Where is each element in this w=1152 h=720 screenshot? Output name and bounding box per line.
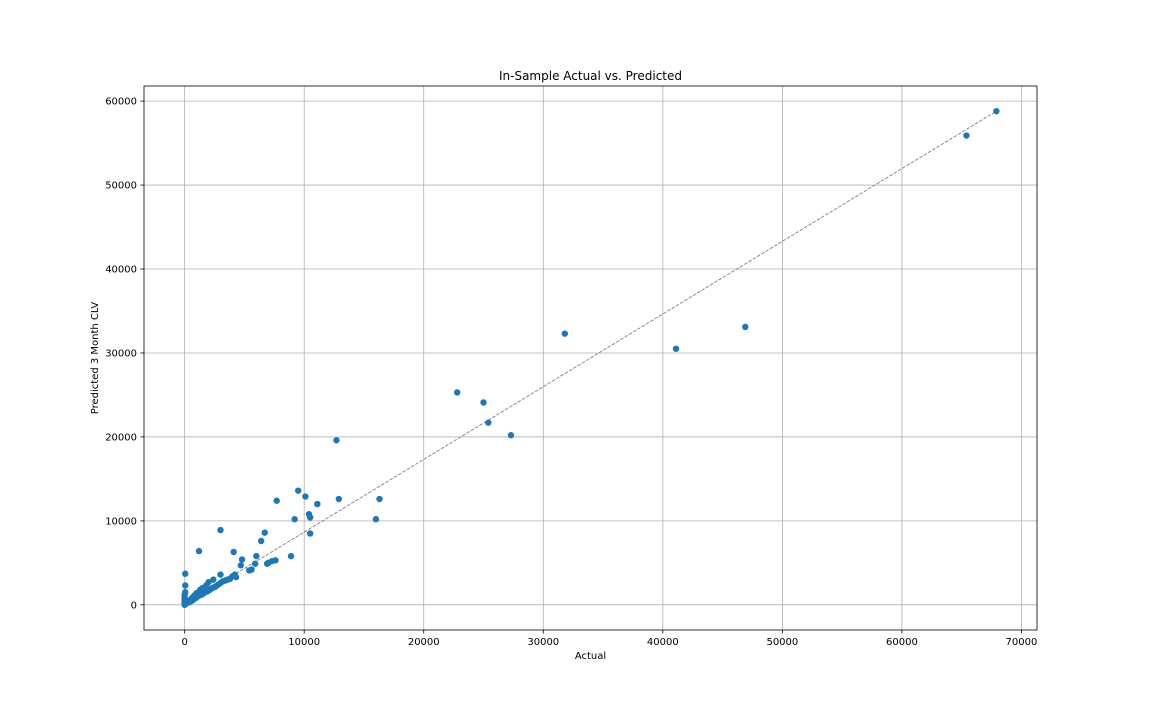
y-axis-ticks: 0 10000 20000 30000 40000 50000 60000: [105, 97, 144, 611]
data-point: [287, 552, 295, 560]
plot-frame: [143, 85, 1038, 631]
data-point: [182, 582, 189, 589]
data-point: [480, 399, 487, 406]
data-point: [251, 560, 259, 567]
data-point: [454, 389, 461, 396]
y-tick-label: 60000: [105, 97, 137, 108]
data-point: [672, 345, 680, 352]
y-tick-label: 50000: [105, 181, 137, 192]
x-tick-label: 50000: [766, 637, 798, 648]
chart-title: In-Sample Actual vs. Predicted: [499, 69, 682, 83]
data-point: [376, 495, 383, 503]
y-axis-label: Predicted 3 Month CLV: [90, 302, 101, 415]
data-point: [295, 487, 302, 494]
data-point: [181, 601, 188, 609]
y-tick-label: 10000: [105, 516, 137, 527]
data-point: [742, 323, 749, 331]
data-point: [253, 552, 260, 560]
x-tick-label: 0: [181, 637, 187, 648]
x-axis-ticks: 0 10000 20000 30000 40000 50000 60000 70000: [181, 630, 1037, 648]
data-point: [306, 530, 314, 537]
data-point: [210, 576, 217, 583]
data-point: [245, 567, 253, 574]
data-point: [217, 571, 224, 578]
x-tick-label: 10000: [288, 637, 320, 648]
x-axis-label: Actual: [575, 651, 606, 662]
data-point: [507, 432, 515, 439]
y-tick-label: 40000: [105, 265, 137, 276]
x-tick-label: 60000: [886, 637, 918, 648]
reference-line: [184, 110, 997, 606]
data-point: [333, 437, 340, 444]
x-tick-label: 70000: [1006, 637, 1038, 648]
data-point: [182, 570, 189, 577]
x-tick-label: 30000: [527, 637, 559, 648]
data-point: [963, 132, 970, 139]
data-point: [305, 510, 313, 518]
data-point: [314, 500, 321, 508]
y-tick-label: 30000: [105, 348, 137, 359]
grid-lines: [144, 86, 1037, 630]
data-point: [273, 497, 280, 504]
data-point: [237, 562, 245, 569]
data-point: [230, 548, 237, 556]
data-point: [485, 419, 492, 426]
data-point: [335, 495, 343, 503]
data-point: [195, 547, 203, 555]
data-point: [263, 560, 271, 567]
data-point: [302, 493, 309, 500]
x-tick-label: 20000: [408, 637, 440, 648]
data-point: [291, 515, 298, 523]
data-point: [561, 330, 568, 337]
data-point: [217, 526, 224, 534]
y-tick-label: 20000: [105, 432, 137, 443]
data-point: [238, 556, 246, 563]
data-point: [261, 529, 268, 536]
data-point: [993, 107, 1000, 115]
x-tick-label: 40000: [647, 637, 679, 648]
data-point: [257, 537, 265, 545]
data-point: [372, 515, 380, 523]
y-tick-label: 0: [131, 600, 137, 611]
data-points: [181, 107, 1000, 609]
